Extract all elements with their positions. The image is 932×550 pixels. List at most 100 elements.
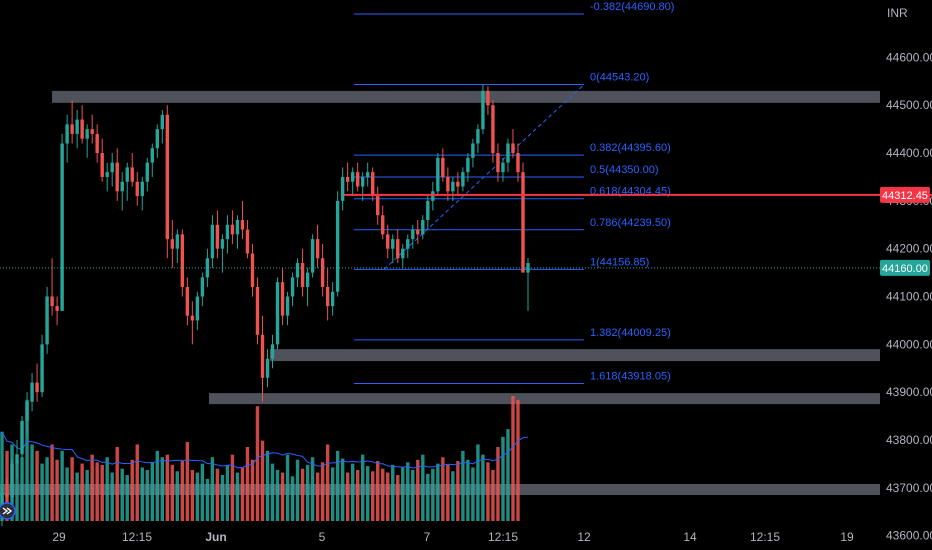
double-chevron-right-icon <box>2 507 13 515</box>
candle-body <box>260 334 265 378</box>
candle-body <box>145 162 149 182</box>
fibonacci-retracement[interactable]: -0.382(44690.80) 0(44543.20) 0.382(44395.6… <box>354 1 674 385</box>
volume-bar <box>55 459 59 521</box>
volume-bar <box>260 440 265 521</box>
volume-ma-line <box>1 431 529 469</box>
volume-bar <box>305 464 310 521</box>
volume-bar <box>115 447 119 521</box>
candle-body <box>350 172 355 182</box>
candle-body <box>275 282 280 345</box>
price-axis[interactable]: 43600.00 43700.00 43800.00 43900.00 44000.00… <box>886 50 932 542</box>
candle-body <box>210 224 215 259</box>
scroll-to-realtime-button[interactable] <box>0 502 16 520</box>
candle-body <box>245 229 250 254</box>
candle-body <box>25 401 29 421</box>
volume-bar <box>416 459 420 521</box>
candle-body <box>95 133 99 154</box>
candle-body <box>235 220 240 235</box>
fib-level-label: 1.382(44009.25) <box>590 327 671 339</box>
candle-body <box>401 248 405 259</box>
volume-bar <box>345 472 350 521</box>
candle-body <box>285 296 290 316</box>
time-tick-label: Jun <box>205 530 226 544</box>
candle-body <box>110 162 114 173</box>
time-tick-label: 12:15 <box>488 530 518 544</box>
candle-body <box>300 263 305 287</box>
price-tick-label: 43700.00 <box>886 481 932 495</box>
price-tag <box>880 186 930 203</box>
candle-body <box>396 239 400 259</box>
candle-body <box>476 129 480 144</box>
candle-body <box>426 200 430 220</box>
volume-bar <box>235 472 240 521</box>
volume-bar <box>200 463 205 521</box>
candle-body <box>441 157 445 177</box>
candle-body <box>391 239 395 249</box>
candle-body <box>175 234 180 249</box>
support-resistance-zones <box>0 90 880 495</box>
price-tick-label: 43900.00 <box>886 385 932 399</box>
volume-bar <box>496 447 500 521</box>
candle-body <box>55 306 59 311</box>
volume-bar <box>40 463 44 521</box>
candle-body <box>50 296 54 307</box>
volume-bar <box>516 399 520 521</box>
time-tick-label: 29 <box>52 530 66 544</box>
volume-bar <box>376 461 380 521</box>
candle-body <box>165 114 170 240</box>
time-axis[interactable]: 29 12:15 Jun 5 7 12:15 12 14 12:15 19 <box>52 530 854 544</box>
volume-bar <box>365 466 370 521</box>
fib-level-label: -0.382(44690.80) <box>590 1 674 13</box>
candle-body <box>345 176 350 182</box>
fib-level-label: 0.382(44395.60) <box>590 142 671 154</box>
volume-bar <box>411 469 415 521</box>
candle-body <box>170 239 175 249</box>
volume-bar <box>506 429 510 521</box>
candle-body <box>320 258 325 287</box>
volume-bar <box>45 457 49 521</box>
volume-bar <box>426 473 430 521</box>
candle-body <box>290 277 295 297</box>
volume-bar <box>160 457 165 521</box>
candle-body <box>60 143 64 311</box>
candle-body <box>45 296 49 345</box>
candle-body <box>446 176 450 192</box>
volume-bar <box>175 471 180 521</box>
volume-bar <box>391 464 395 521</box>
price-tick-label: 43600.00 <box>886 529 932 543</box>
volume-bar <box>461 450 465 521</box>
time-tick-label: 14 <box>683 530 697 544</box>
volume-bar <box>511 396 515 521</box>
volume-bar <box>436 463 440 521</box>
price-tick-label: 44100.00 <box>886 290 932 304</box>
time-tick-label: 7 <box>424 530 431 544</box>
time-tick-label: 12:15 <box>750 530 780 544</box>
volume-bar <box>355 469 360 521</box>
volume-bar <box>325 444 330 521</box>
volume-bar <box>135 444 139 521</box>
candle-body <box>365 172 370 177</box>
candle-body <box>160 114 165 130</box>
candle-body <box>511 143 515 154</box>
zone-band <box>209 393 880 405</box>
volume-bar <box>295 459 300 521</box>
volume-bar <box>280 472 285 521</box>
candle-body <box>35 382 39 393</box>
fib-level-label: 1.618(43918.05) <box>590 371 671 383</box>
price-tag-text: 44160.00 <box>882 263 928 275</box>
price-tick-label: 43800.00 <box>886 433 932 447</box>
candle-body <box>65 124 69 144</box>
volume-bar <box>165 454 170 521</box>
candle-body <box>105 172 109 177</box>
volume-bar <box>300 468 305 521</box>
candle-body <box>486 90 490 106</box>
volume-bar <box>35 450 39 521</box>
volume-bar <box>265 450 270 521</box>
candle-body <box>270 344 275 359</box>
candle-body <box>431 191 435 201</box>
volume-bar <box>50 444 54 521</box>
volume-bar <box>446 464 450 521</box>
volume-bar <box>60 450 64 521</box>
volume-bar <box>406 462 410 521</box>
